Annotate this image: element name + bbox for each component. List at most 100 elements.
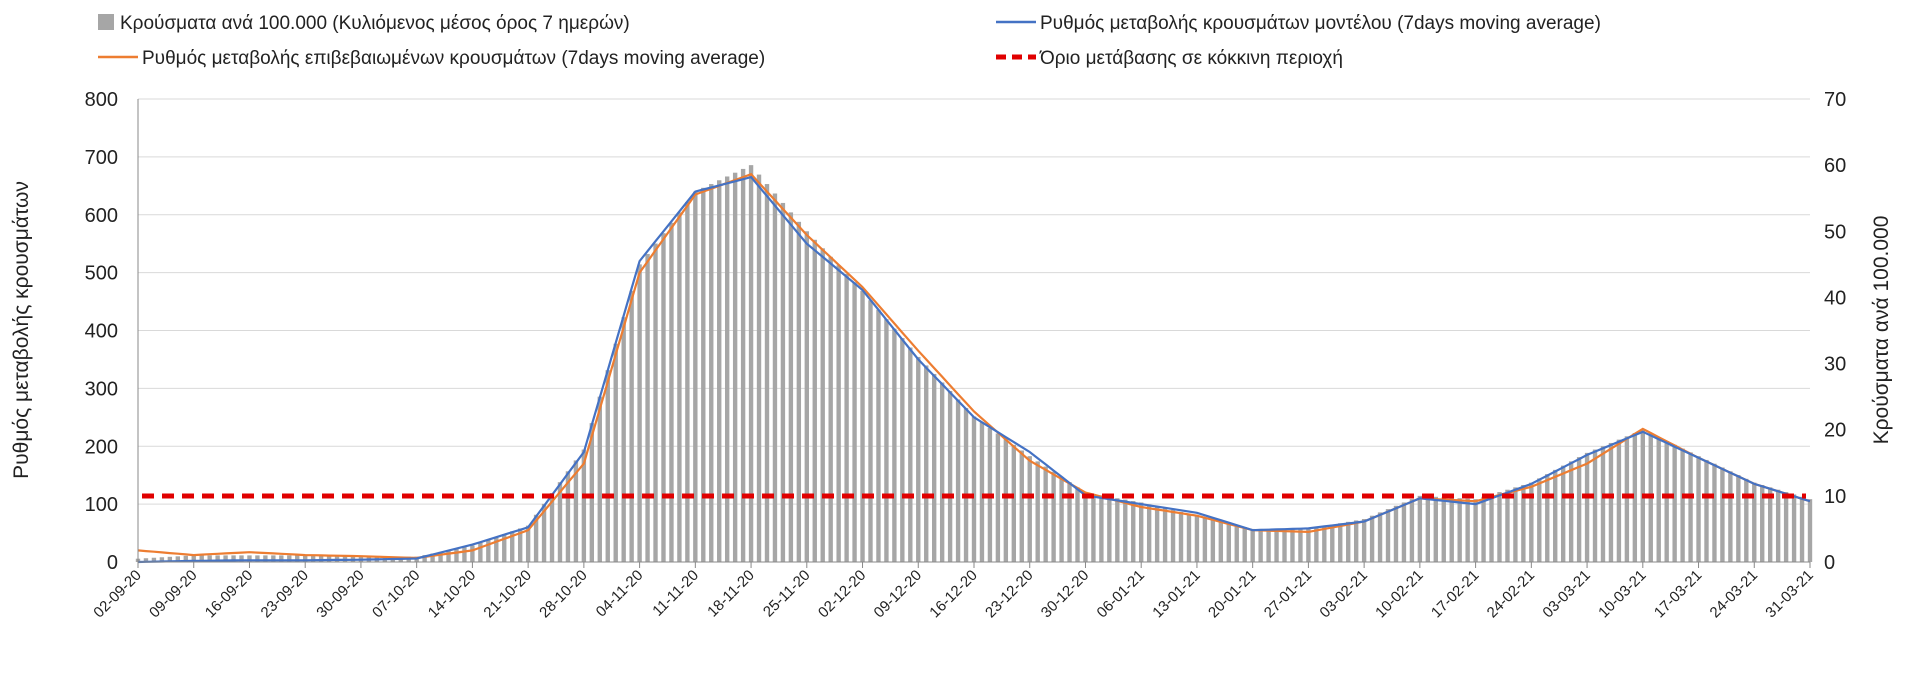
bar [1043, 466, 1048, 562]
bar [223, 555, 228, 562]
x-tick-label: 24-03-21 [1707, 567, 1761, 621]
bar [1529, 482, 1534, 562]
bar [1807, 499, 1813, 562]
bar [1608, 442, 1614, 562]
bar [318, 555, 324, 562]
bar [1600, 446, 1606, 562]
x-tick-label: 14-10-20 [425, 567, 479, 621]
bar [1019, 450, 1024, 562]
bar [1377, 512, 1383, 562]
bar [1369, 515, 1375, 562]
bar [1234, 525, 1239, 562]
right-tick-label: 50 [1824, 221, 1846, 243]
bar [1592, 449, 1598, 562]
bar [422, 555, 427, 562]
x-tick-label: 09-12-20 [871, 567, 925, 621]
left-tick-label: 500 [85, 263, 118, 285]
x-tick-label: 17-02-21 [1428, 567, 1482, 621]
x-tick-label: 24-02-21 [1484, 567, 1538, 621]
bar [1728, 471, 1733, 562]
bar [1330, 524, 1335, 562]
bar [1616, 439, 1622, 562]
bar [1178, 511, 1184, 562]
x-tick-label: 27-01-21 [1261, 567, 1315, 621]
right-tick-label: 10 [1824, 486, 1846, 508]
bar [183, 555, 188, 562]
bar [1099, 495, 1104, 562]
legend-label-model: Ρυθμός μεταβολής κρουσμάτων μοντέλου (7d… [1040, 13, 1601, 34]
bars [135, 165, 1813, 563]
bar [1465, 498, 1470, 562]
bar [605, 370, 610, 562]
bar [979, 422, 985, 562]
bar [788, 212, 794, 562]
bar [780, 202, 786, 562]
bar [1059, 476, 1064, 562]
bar [295, 555, 300, 562]
bar [1250, 528, 1255, 562]
x-tick-label: 13-01-21 [1149, 567, 1203, 621]
bar [1154, 506, 1160, 562]
left-tick-label: 200 [85, 436, 118, 458]
bar [1624, 436, 1630, 562]
bar [1218, 521, 1224, 562]
bar [1553, 469, 1558, 562]
bar [1513, 487, 1518, 562]
bar [613, 343, 618, 562]
bar [573, 460, 579, 562]
bar [955, 399, 961, 562]
x-tick-label: 02-12-20 [815, 567, 869, 621]
left-tick-label: 400 [85, 321, 118, 343]
right-tick-label: 40 [1824, 287, 1846, 309]
bar [1409, 499, 1415, 562]
bar [685, 201, 690, 562]
bar [597, 396, 602, 562]
bar [860, 290, 865, 562]
bar [1537, 478, 1542, 562]
left-tick-label: 300 [85, 378, 118, 400]
bar [1091, 493, 1096, 562]
legend-label-threshold: Όριο μετάβασης σε κόκκινη περιοχή [1039, 48, 1343, 69]
bar [1027, 456, 1032, 562]
bar [756, 174, 762, 562]
bar [191, 555, 196, 562]
bar [1194, 515, 1200, 562]
bar [143, 558, 149, 562]
bar [1576, 457, 1582, 562]
x-tick-label: 07-10-20 [369, 567, 423, 621]
bar [1067, 482, 1072, 562]
bar [908, 347, 913, 562]
bar [454, 548, 459, 562]
bar [884, 319, 889, 562]
bar [868, 300, 873, 562]
bar [1688, 452, 1693, 562]
bar [740, 168, 746, 562]
x-tick-label: 23-09-20 [258, 567, 312, 621]
legend-label-confirmed: Ρυθμός μεταβολής επιβεβαιωμένων κρουσμάτ… [142, 48, 765, 69]
bar [1401, 502, 1407, 562]
bar [772, 193, 778, 562]
x-tick-label: 30-09-20 [313, 567, 367, 621]
bar [1417, 495, 1423, 562]
right-tick-label: 70 [1824, 89, 1846, 111]
bar [1489, 494, 1494, 562]
x-tick-label: 06-01-21 [1094, 567, 1148, 621]
bar [1449, 497, 1454, 562]
bar [732, 172, 738, 563]
bar [693, 191, 698, 562]
bar [263, 555, 268, 562]
bar [1274, 528, 1279, 562]
bar [247, 555, 252, 562]
right-tick-label: 30 [1824, 354, 1846, 376]
bar [939, 382, 945, 562]
x-tick-label: 20-01-21 [1205, 567, 1259, 621]
x-tick-label: 03-03-21 [1539, 567, 1593, 621]
bar [1338, 523, 1343, 562]
bar [1791, 494, 1797, 562]
bar [541, 503, 547, 562]
bar [1664, 441, 1669, 562]
bar [151, 557, 157, 562]
legend-label-bars: Κρούσματα ανά 100.000 (Κυλιόμενος μέσος … [120, 13, 630, 34]
bar [724, 176, 730, 562]
